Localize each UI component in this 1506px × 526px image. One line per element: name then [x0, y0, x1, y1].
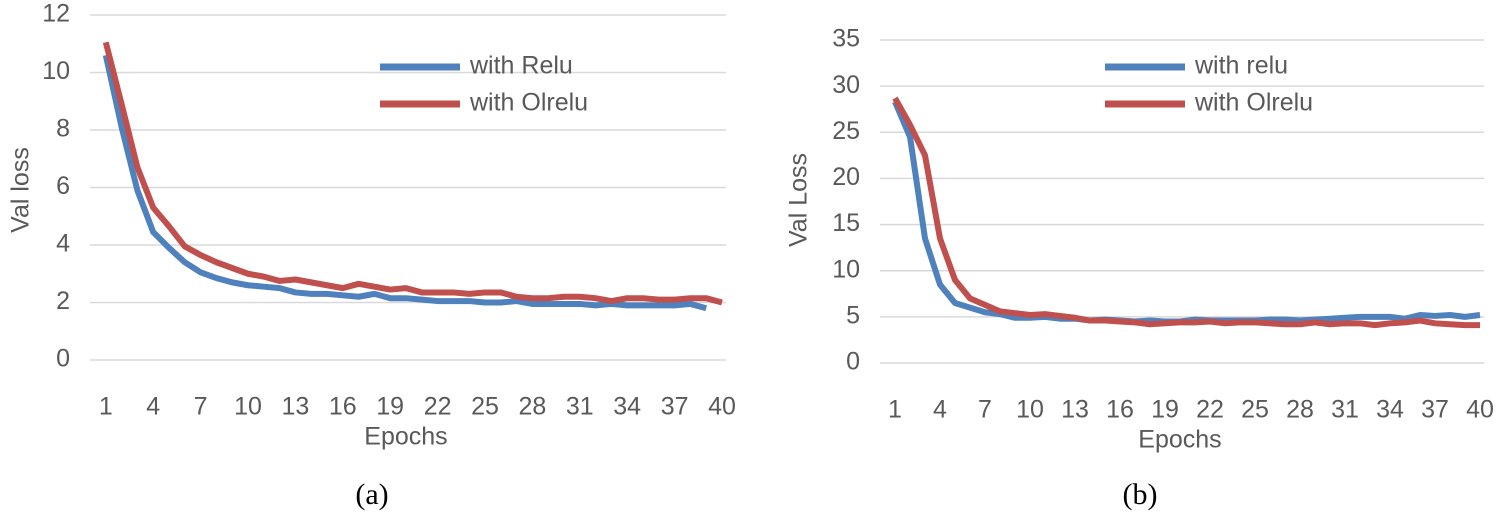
x-tick-label: 7	[978, 396, 992, 424]
y-tick-label: 12	[42, 0, 70, 28]
y-tick-label: 4	[56, 230, 70, 258]
y-tick-label: 10	[42, 57, 70, 85]
y-tick-label: 0	[846, 348, 860, 376]
y-tick-label: 5	[846, 301, 860, 329]
series-line	[892, 100, 1481, 325]
x-tick-label: 25	[1241, 396, 1269, 424]
legend-label: with Olrelu	[469, 89, 588, 117]
y-tick-label: 6	[56, 172, 70, 200]
y-tick-label: 35	[832, 25, 860, 53]
x-tick-label: 25	[471, 393, 499, 421]
x-tick-label: 22	[424, 393, 452, 421]
y-tick-label: 25	[832, 117, 860, 145]
legend-label: with Relu	[469, 52, 573, 80]
x-tick-label: 7	[194, 393, 208, 421]
y-axis-label: Val loss	[7, 147, 35, 233]
x-tick-label: 10	[1016, 396, 1044, 424]
y-tick-label: 8	[56, 115, 70, 143]
y-tick-label: 20	[832, 163, 860, 191]
x-tick-label: 4	[933, 396, 947, 424]
x-tick-label: 1	[99, 393, 113, 421]
x-tick-label: 28	[518, 393, 546, 421]
x-tick-label: 13	[281, 393, 309, 421]
caption: (b)	[1123, 478, 1158, 511]
x-axis-label: Epochs	[364, 423, 447, 451]
x-tick-label: 31	[566, 393, 594, 421]
x-tick-label: 34	[1376, 396, 1404, 424]
caption: (a)	[355, 478, 388, 511]
y-axis-label: Val Loss	[785, 153, 813, 247]
y-tick-label: 0	[56, 345, 70, 373]
x-tick-label: 37	[1421, 396, 1449, 424]
x-axis-label: Epochs	[1138, 426, 1221, 454]
x-tick-label: 28	[1286, 396, 1314, 424]
y-tick-label: 15	[832, 209, 860, 237]
y-tick-label: 30	[832, 71, 860, 99]
x-tick-label: 16	[1106, 396, 1134, 424]
series-line	[102, 54, 707, 312]
y-tick-label: 2	[56, 287, 70, 315]
x-tick-label: 31	[1331, 396, 1359, 424]
legend-label: with relu	[1194, 52, 1288, 80]
x-tick-label: 1	[888, 396, 902, 424]
x-tick-label: 34	[613, 393, 641, 421]
x-tick-label: 13	[1061, 396, 1089, 424]
x-tick-label: 19	[1151, 396, 1179, 424]
x-tick-label: 37	[661, 393, 689, 421]
x-tick-label: 22	[1196, 396, 1224, 424]
x-tick-label: 10	[234, 393, 262, 421]
series-line	[892, 96, 1480, 329]
x-tick-label: 16	[329, 393, 357, 421]
x-tick-label: 40	[1466, 396, 1494, 424]
legend-label: with Olrelu	[1194, 89, 1313, 117]
x-tick-label: 40	[708, 393, 736, 421]
x-tick-label: 4	[146, 393, 160, 421]
y-tick-label: 10	[832, 255, 860, 283]
x-tick-label: 19	[376, 393, 404, 421]
series-line	[102, 41, 723, 306]
